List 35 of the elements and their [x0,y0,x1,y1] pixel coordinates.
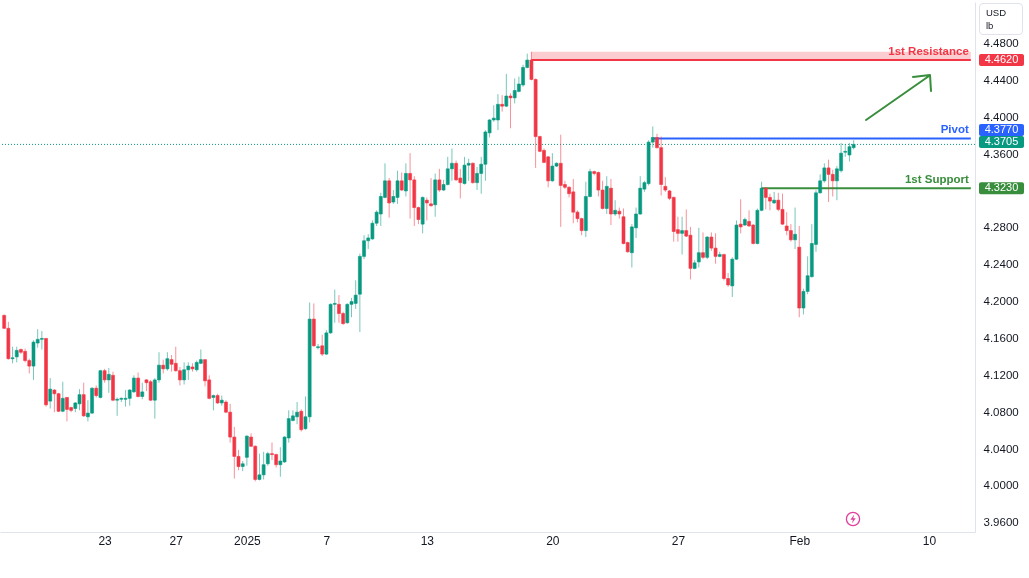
x-tick-label: 27 [169,533,184,548]
y-tick-label: 4.1600 [983,331,1019,344]
y-axis-title: USD lb [979,3,1023,35]
y-tick-label: 4.1200 [983,368,1019,381]
y-tick-label: 4.4800 [983,36,1019,49]
x-tick-label: 20 [546,533,560,548]
x-tick-label: 7 [323,533,331,548]
data-label: 4.4620 [984,53,1019,66]
candlestick [772,191,776,205]
x-tick-label: 10 [922,533,937,548]
candlestick [613,199,617,217]
candlestick [270,442,274,461]
y-tick-label: 3.9600 [983,516,1019,529]
candlestick [316,343,320,350]
y-tick-label: 4.2400 [983,258,1019,271]
y-tick-label: 4.0800 [983,405,1019,418]
data-label: 4.3230 [984,181,1019,194]
y-tick-label: 4.4400 [983,73,1019,86]
ref-line-label: 4.3705 [984,134,1019,147]
y-tick-label: 4.0400 [983,442,1019,455]
legend-label: Pivot [940,123,969,136]
x-tick-label: 27 [671,533,686,548]
data-label: 4.3770 [984,122,1019,135]
x-tick-label: 13 [420,533,435,548]
y-tick-label: 4.3600 [983,147,1019,160]
series-label: 1st Resistance [888,45,969,58]
y-tick-label: 4.2800 [983,221,1019,234]
y-tick-label: 4.0000 [983,479,1019,492]
x-tick-label: 2025 [234,533,262,548]
y-tick-label: 4.4000 [983,110,1019,123]
candlestick [500,94,504,113]
y-tick-label: 4.2000 [983,295,1019,308]
series-label: 1st Support [904,173,969,186]
x-tick-label: Feb [789,533,811,548]
x-tick-label: 23 [98,533,113,548]
